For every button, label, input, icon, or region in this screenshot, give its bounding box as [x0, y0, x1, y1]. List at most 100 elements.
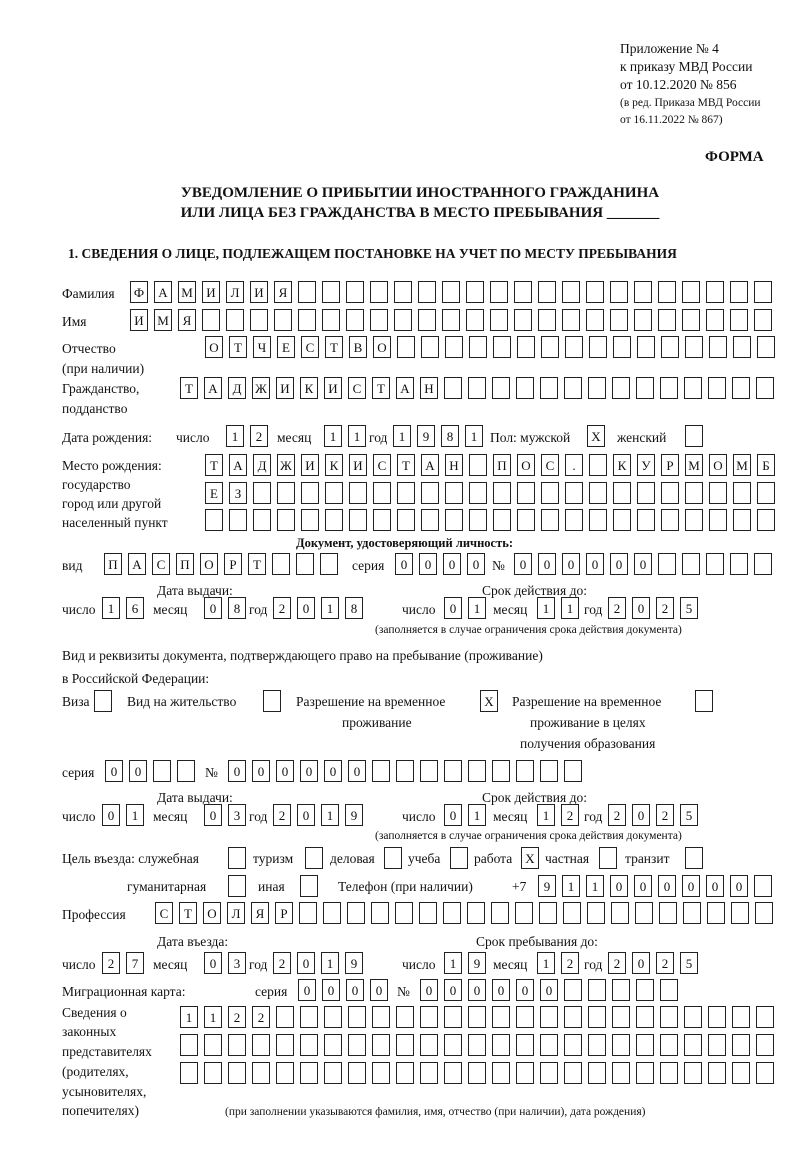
char-box[interactable]: [348, 1006, 366, 1028]
char-box[interactable]: [732, 1006, 750, 1028]
char-box[interactable]: [349, 482, 367, 504]
char-box[interactable]: [397, 509, 415, 531]
char-box[interactable]: [634, 309, 652, 331]
char-box[interactable]: [325, 482, 343, 504]
char-box[interactable]: [730, 309, 748, 331]
char-box[interactable]: [588, 1034, 606, 1056]
char-box[interactable]: 0: [204, 952, 222, 974]
char-box[interactable]: [541, 336, 559, 358]
char-box[interactable]: [418, 281, 436, 303]
char-box[interactable]: 1: [180, 1006, 198, 1028]
char-box[interactable]: [540, 1062, 558, 1084]
char-box[interactable]: [565, 482, 583, 504]
representatives-row-2[interactable]: [180, 1034, 774, 1056]
char-box[interactable]: [658, 281, 676, 303]
char-box[interactable]: [298, 281, 316, 303]
char-box[interactable]: [180, 1034, 198, 1056]
char-box[interactable]: 0: [467, 553, 485, 575]
char-box[interactable]: 9: [417, 425, 435, 447]
char-box[interactable]: Р: [661, 454, 679, 476]
char-box[interactable]: [730, 553, 748, 575]
char-box[interactable]: [756, 1062, 774, 1084]
char-box[interactable]: Т: [180, 377, 198, 399]
char-box[interactable]: [708, 377, 726, 399]
char-box[interactable]: [276, 1034, 294, 1056]
char-box[interactable]: 7: [126, 952, 144, 974]
char-box[interactable]: 0: [632, 597, 650, 619]
char-box[interactable]: 1: [321, 804, 339, 826]
char-box[interactable]: [683, 902, 701, 924]
char-box[interactable]: Т: [248, 553, 266, 575]
char-box[interactable]: 1: [321, 597, 339, 619]
char-box[interactable]: [322, 309, 340, 331]
char-box[interactable]: Ф: [130, 281, 148, 303]
char-box[interactable]: 0: [562, 553, 580, 575]
char-box[interactable]: 0: [420, 979, 438, 1001]
char-box[interactable]: [202, 309, 220, 331]
char-box[interactable]: 0: [730, 875, 748, 897]
char-box[interactable]: А: [421, 454, 439, 476]
char-box[interactable]: [540, 760, 558, 782]
char-box[interactable]: О: [373, 336, 391, 358]
purpose-humanitarian-checkbox[interactable]: [228, 875, 246, 897]
char-box[interactable]: 1: [468, 597, 486, 619]
char-box[interactable]: О: [200, 553, 218, 575]
char-box[interactable]: 0: [324, 760, 342, 782]
char-box[interactable]: [731, 902, 749, 924]
char-box[interactable]: Т: [372, 377, 390, 399]
char-box[interactable]: [320, 553, 338, 575]
char-box[interactable]: 0: [658, 875, 676, 897]
char-box[interactable]: [296, 553, 314, 575]
char-box[interactable]: 0: [348, 760, 366, 782]
purpose-tourism-checkbox[interactable]: [305, 847, 323, 869]
char-box[interactable]: 1: [444, 952, 462, 974]
char-box[interactable]: [491, 902, 509, 924]
char-box[interactable]: 2: [102, 952, 120, 974]
char-box[interactable]: [661, 336, 679, 358]
char-box[interactable]: 1: [468, 804, 486, 826]
char-box[interactable]: У: [637, 454, 655, 476]
char-box[interactable]: 0: [492, 979, 510, 1001]
char-box[interactable]: [466, 281, 484, 303]
char-box[interactable]: [612, 1034, 630, 1056]
char-box[interactable]: [396, 760, 414, 782]
char-box[interactable]: 0: [682, 875, 700, 897]
char-box[interactable]: [396, 1062, 414, 1084]
char-box[interactable]: [636, 1034, 654, 1056]
char-box[interactable]: [562, 281, 580, 303]
char-box[interactable]: 0: [297, 804, 315, 826]
char-box[interactable]: 2: [656, 597, 674, 619]
char-box[interactable]: Д: [228, 377, 246, 399]
char-box[interactable]: [469, 482, 487, 504]
char-box[interactable]: [372, 1006, 390, 1028]
char-box[interactable]: [445, 336, 463, 358]
char-box[interactable]: [754, 281, 772, 303]
char-box[interactable]: 9: [468, 952, 486, 974]
char-box[interactable]: 1: [537, 804, 555, 826]
char-box[interactable]: [682, 553, 700, 575]
edu-residence-checkbox[interactable]: [695, 690, 713, 712]
char-box[interactable]: [589, 482, 607, 504]
char-box[interactable]: [565, 336, 583, 358]
char-box[interactable]: [564, 377, 582, 399]
char-box[interactable]: [276, 1062, 294, 1084]
char-box[interactable]: [708, 1062, 726, 1084]
char-box[interactable]: [396, 1006, 414, 1028]
char-box[interactable]: [444, 377, 462, 399]
residence-checkbox[interactable]: [263, 690, 281, 712]
char-box[interactable]: 1: [321, 952, 339, 974]
char-box[interactable]: [685, 509, 703, 531]
char-box[interactable]: [540, 1006, 558, 1028]
char-box[interactable]: [228, 1034, 246, 1056]
char-box[interactable]: 1: [348, 425, 366, 447]
char-box[interactable]: 0: [419, 553, 437, 575]
char-box[interactable]: [709, 482, 727, 504]
char-box[interactable]: П: [176, 553, 194, 575]
char-box[interactable]: А: [396, 377, 414, 399]
char-box[interactable]: 2: [561, 952, 579, 974]
